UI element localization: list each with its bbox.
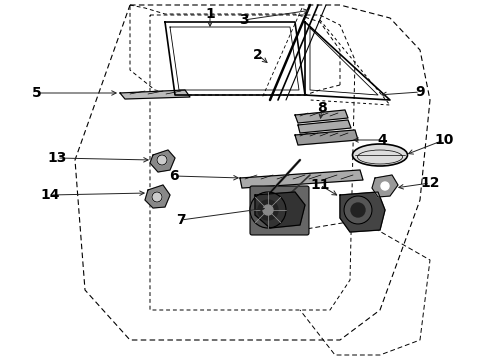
Text: 7: 7	[176, 213, 186, 227]
Text: 12: 12	[420, 176, 440, 190]
Circle shape	[157, 155, 167, 165]
Polygon shape	[120, 90, 190, 99]
Text: 11: 11	[310, 178, 330, 192]
Text: 9: 9	[415, 85, 425, 99]
Circle shape	[344, 196, 372, 224]
Polygon shape	[145, 185, 170, 208]
Text: 14: 14	[40, 188, 60, 202]
Circle shape	[381, 182, 389, 190]
Polygon shape	[340, 192, 385, 232]
Circle shape	[152, 192, 162, 202]
Circle shape	[258, 200, 278, 220]
Text: 10: 10	[434, 133, 454, 147]
Ellipse shape	[352, 144, 408, 166]
Circle shape	[250, 192, 286, 228]
Polygon shape	[295, 130, 358, 145]
Text: 8: 8	[317, 101, 327, 115]
Text: 1: 1	[205, 7, 215, 21]
Polygon shape	[372, 175, 398, 197]
Text: 13: 13	[48, 151, 67, 165]
Text: 6: 6	[169, 169, 179, 183]
Polygon shape	[255, 192, 305, 228]
Text: 4: 4	[377, 133, 387, 147]
Text: 5: 5	[32, 86, 42, 100]
Polygon shape	[295, 110, 348, 123]
Polygon shape	[150, 150, 175, 172]
Circle shape	[351, 203, 365, 217]
Circle shape	[263, 205, 273, 215]
Text: 3: 3	[239, 13, 249, 27]
FancyBboxPatch shape	[250, 186, 309, 235]
Text: 2: 2	[253, 48, 263, 62]
Polygon shape	[298, 120, 351, 133]
Polygon shape	[240, 170, 363, 188]
